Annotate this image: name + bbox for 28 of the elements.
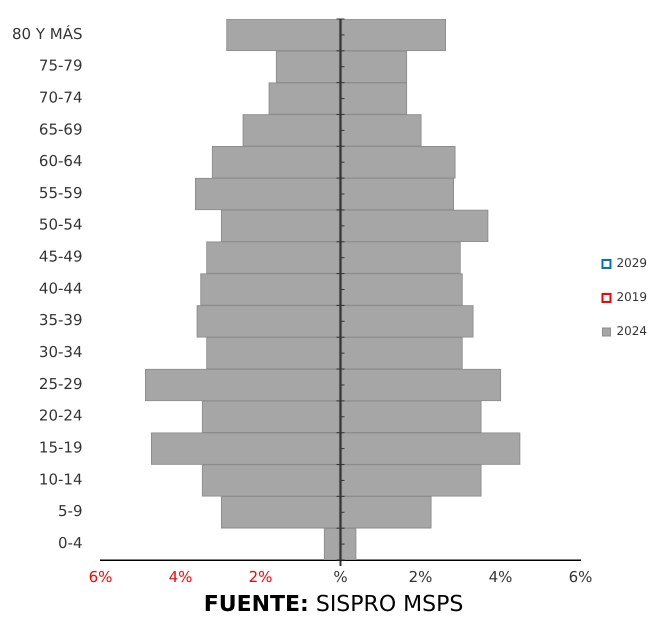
y-tick-label: 40-44 <box>38 279 83 298</box>
source-note: FUENTE: SISPRO MSPS <box>202 592 464 617</box>
x-tick-label: 2% <box>408 568 432 586</box>
x-tick-label: % <box>333 568 348 586</box>
y-tick-label: 80 Y MÁS <box>12 24 83 43</box>
legend-label: 2024 <box>616 324 648 338</box>
y-tick-label: 15-19 <box>38 438 83 457</box>
x-tick-label: 2% <box>248 568 272 586</box>
y-tick-label: 20-24 <box>38 406 83 425</box>
y-tick-label: 25-29 <box>38 374 83 393</box>
y-tick-label: 30-34 <box>38 343 83 362</box>
y-tick-label: 75-79 <box>38 56 83 75</box>
legend-label: 2029 <box>616 256 648 270</box>
y-tick-label: 60-64 <box>38 152 83 170</box>
y-tick-label: 55-59 <box>38 184 83 202</box>
x-tick-label: 4% <box>168 568 192 586</box>
y-tick-label: 65-69 <box>38 120 83 138</box>
x-tick-label: 6% <box>88 568 112 586</box>
y-tick-label: 45-49 <box>38 248 83 266</box>
y-tick-label: 35-39 <box>38 311 83 330</box>
y-tick-label: 0-4 <box>58 534 83 552</box>
y-tick-label: 5-9 <box>58 502 83 520</box>
y-tick-label: 10-14 <box>38 470 83 488</box>
y-tick-label: 70-74 <box>38 88 83 106</box>
x-tick-label: 6% <box>568 568 592 586</box>
x-tick-label: 4% <box>488 568 512 586</box>
y-tick-label: 50-54 <box>38 216 83 234</box>
legend-label: 2019 <box>616 290 648 304</box>
